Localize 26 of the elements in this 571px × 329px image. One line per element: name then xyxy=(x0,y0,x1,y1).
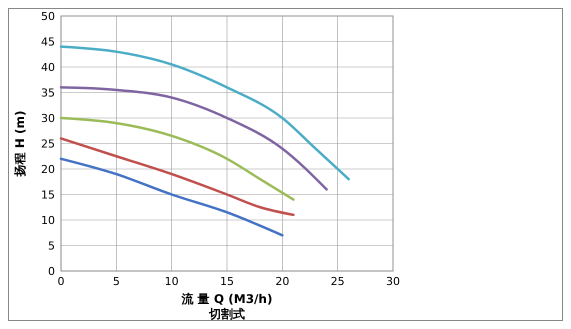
x-tick-label: 15 xyxy=(220,275,234,288)
y-tick-label: 35 xyxy=(41,86,55,100)
y-tick-label: 5 xyxy=(48,240,55,252)
x-tick-label: 5 xyxy=(112,275,120,288)
x-axis-title: 流 量 Q (M3/h) xyxy=(180,292,272,306)
text: 切割式 xyxy=(208,307,245,321)
line-series xyxy=(60,158,284,237)
y-tick-label: 10 xyxy=(41,214,55,227)
line-series xyxy=(60,116,295,201)
y-tick-label: 25 xyxy=(41,138,55,150)
y-axis-title: 扬程 H (m) xyxy=(13,110,27,178)
x-tick-label: 30 xyxy=(386,275,400,288)
y-tick-label: 45 xyxy=(41,36,55,48)
x-tick-label: 0 xyxy=(58,275,64,288)
line-series xyxy=(60,45,350,180)
y-tick-label: 30 xyxy=(41,112,55,125)
y-tick-label: 20 xyxy=(41,163,55,176)
y-tick-label: 15 xyxy=(41,188,55,202)
line-series xyxy=(60,137,295,216)
x-tick-label: 10 xyxy=(164,275,179,288)
line-series xyxy=(60,86,328,191)
y-tick-label: 0 xyxy=(48,265,55,278)
x-tick-label: 20 xyxy=(275,275,290,288)
y-tick-label: 50 xyxy=(41,10,55,23)
y-tick-label: 40 xyxy=(41,61,55,74)
x-tick-label: 25 xyxy=(330,275,345,288)
